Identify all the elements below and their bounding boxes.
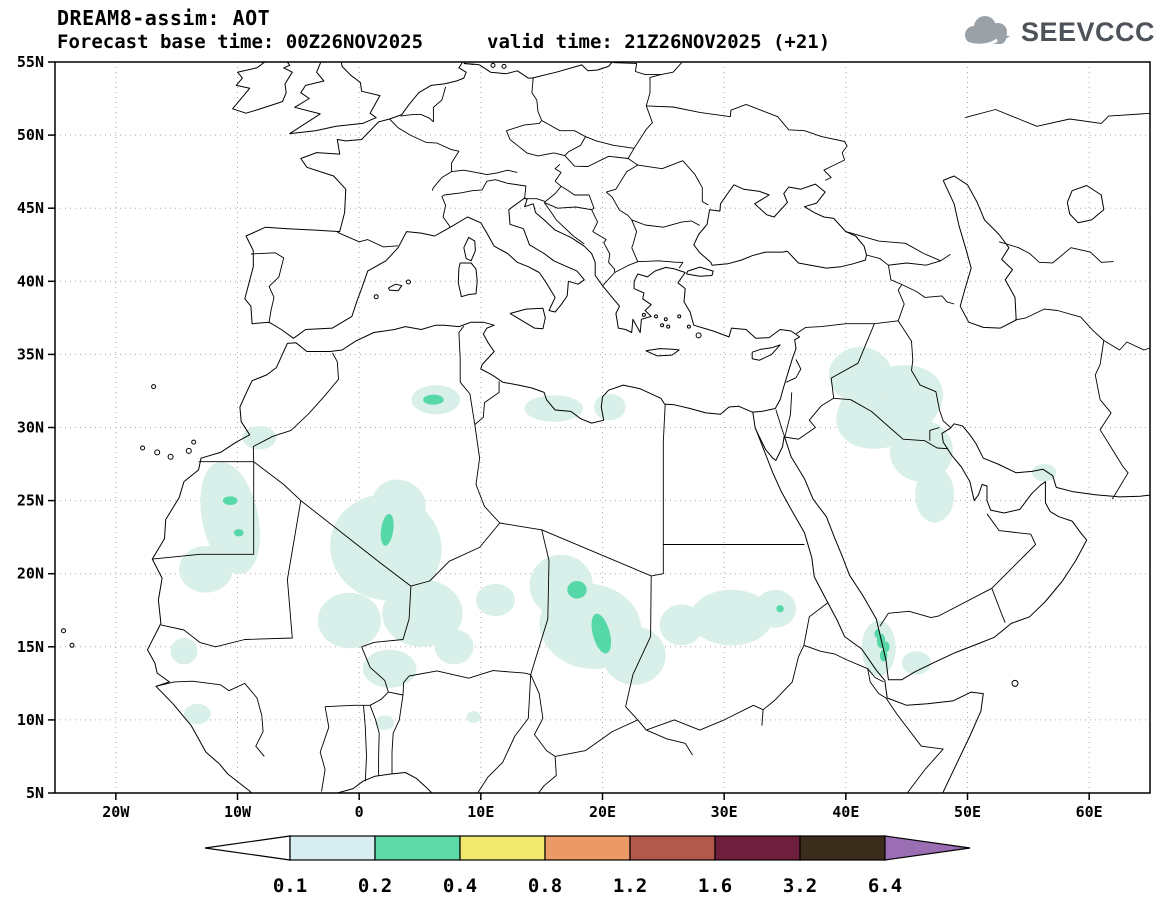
x-axis-label: 50E xyxy=(954,803,981,821)
axis-labels: 55N 50N 45N 40N 35N 30N 25N 20N 15N 10N 5N 20W 10W 0 1… xyxy=(17,53,1103,821)
colorbar-segment xyxy=(629,835,716,861)
borders-layer xyxy=(152,62,1150,793)
y-axis-label: 35N xyxy=(17,345,44,363)
forecast-map: 55N 50N 45N 40N 35N 30N 25N 20N 15N 10N 5N 20W 10W 0 1… xyxy=(17,53,1151,821)
colorbar-arrow-right xyxy=(884,835,971,861)
y-axis-label: 40N xyxy=(17,272,44,290)
forecast-base-time: Forecast base time: 00Z26NOV2025 xyxy=(57,31,424,53)
x-axis-label: 30E xyxy=(711,803,738,821)
colorbar-segment xyxy=(459,835,546,861)
colorbar-segment xyxy=(799,835,886,861)
colorbar-segment xyxy=(289,835,376,861)
x-axis-label: 20W xyxy=(102,803,130,821)
y-axis-label: 50N xyxy=(17,126,44,144)
colorbar-label: 0.1 xyxy=(273,875,307,897)
valid-time: valid time: 21Z26NOV2025 (+21) xyxy=(487,31,831,53)
colorbar-label: 0.4 xyxy=(443,875,477,897)
y-axis-label: 15N xyxy=(17,638,44,656)
x-axis-label: 60E xyxy=(1076,803,1103,821)
seevccc-logo: SEEVCCC xyxy=(958,14,1155,50)
y-axis-label: 20N xyxy=(17,565,44,583)
y-axis-label: 45N xyxy=(17,199,44,217)
aot-shading-layer xyxy=(170,347,1057,731)
colorbar-label: 0.8 xyxy=(528,875,562,897)
colorbar-label: 6.4 xyxy=(868,875,902,897)
axis-ticks xyxy=(48,61,1090,800)
colorbar-label: 1.2 xyxy=(613,875,647,897)
colorbar-segment xyxy=(374,835,461,861)
aot-colorbar: 0.1 0.2 0.4 0.8 1.2 1.6 3.2 6.4 xyxy=(204,835,971,897)
x-axis-label: 10E xyxy=(467,803,494,821)
page-title: DREAM8-assim: AOT xyxy=(57,6,271,30)
colorbar-label: 3.2 xyxy=(783,875,817,897)
coastlines-layer xyxy=(61,62,1150,793)
cloud-icon xyxy=(961,16,1010,47)
y-axis-label: 5N xyxy=(26,784,44,802)
logo-text: SEEVCCC xyxy=(1020,16,1155,47)
colorbar-label: 1.6 xyxy=(698,875,732,897)
x-axis-label: 20E xyxy=(589,803,616,821)
y-axis-label: 30N xyxy=(17,419,44,437)
colorbar-label: 0.2 xyxy=(358,875,392,897)
y-axis-label: 10N xyxy=(17,711,44,729)
colorbar-segment xyxy=(714,835,801,861)
colorbar-arrow-left xyxy=(204,835,291,861)
x-axis-label: 40E xyxy=(832,803,859,821)
x-axis-label: 10W xyxy=(224,803,252,821)
y-axis-label: 55N xyxy=(17,53,44,71)
gridlines-layer xyxy=(55,62,1150,793)
y-axis-label: 25N xyxy=(17,492,44,510)
colorbar-segment xyxy=(544,835,631,861)
x-axis-label: 0 xyxy=(355,803,364,821)
